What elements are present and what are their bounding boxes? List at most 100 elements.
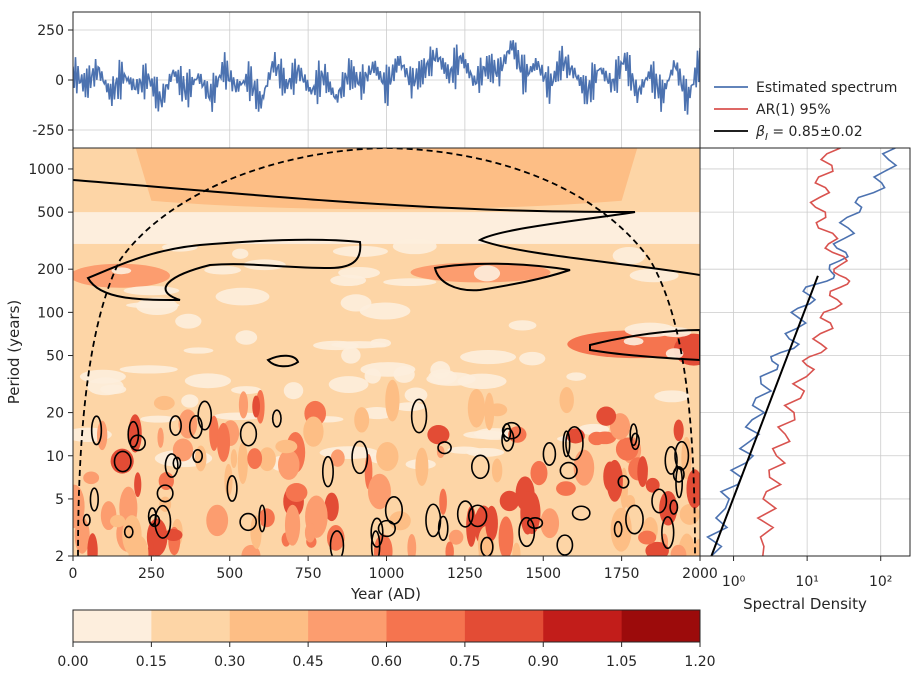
power-region (498, 516, 514, 556)
significance-contour (437, 515, 449, 542)
power-region (153, 395, 175, 411)
legend-label: AR(1) 95% (756, 102, 831, 118)
power-region (237, 441, 248, 485)
power-region (206, 504, 229, 537)
significance-contour (321, 455, 334, 488)
power-region (214, 412, 263, 421)
power-region (645, 477, 660, 493)
significance-contour (188, 414, 203, 439)
ytick-label: 50 (46, 349, 64, 365)
power-region (110, 514, 126, 528)
xtick-label: 750 (295, 566, 322, 582)
power-region (415, 447, 429, 487)
power-region (232, 248, 249, 259)
significance-contour (147, 507, 157, 526)
power-region (247, 448, 263, 470)
power-region (283, 382, 304, 400)
power-region (87, 533, 98, 556)
power-region (638, 530, 657, 545)
significance-contour (518, 516, 536, 548)
significance-contour (329, 530, 345, 556)
wavelet-panel: 0 250 500 750 1000 1250 1500 1750 2000 100050020… (5, 147, 718, 603)
wavelet-xticks: 0 250 500 750 1000 1250 1500 1750 2000 (69, 556, 718, 582)
power-region (530, 460, 548, 486)
timeseries-line (73, 40, 700, 115)
significance-contour-800 (266, 354, 300, 368)
power-region (376, 441, 399, 471)
significance-contour (113, 450, 132, 473)
significance-contour (674, 440, 690, 471)
significance-contour (562, 430, 571, 458)
significance-contour (164, 453, 179, 478)
power-region (520, 491, 535, 535)
power-region (181, 394, 199, 408)
power-region (341, 347, 361, 364)
significance-contour-long (73, 179, 700, 276)
power-region (512, 542, 521, 556)
power-region (606, 459, 623, 502)
power-region (473, 265, 501, 282)
power-region (460, 349, 517, 365)
power-region (230, 449, 238, 468)
power-region (596, 406, 617, 426)
power-region (128, 414, 142, 453)
power-region (508, 320, 537, 331)
significance-contour (351, 440, 369, 475)
power-region (373, 534, 393, 556)
power-region (258, 508, 275, 528)
significance-contour (480, 536, 494, 556)
power-region (338, 266, 380, 279)
xtick-label: 250 (138, 566, 165, 582)
power-region (172, 438, 194, 462)
power-region (629, 268, 679, 283)
power-region (430, 361, 451, 380)
legend-label: Estimated spectrum (756, 80, 897, 96)
power-region (184, 373, 231, 389)
power-region (354, 407, 370, 433)
xtick-label: 0 (69, 566, 78, 582)
colorbar-tick-label: 1.20 (684, 654, 715, 670)
power-region (385, 379, 400, 422)
power-region (96, 420, 108, 451)
power-region (623, 337, 644, 346)
significance-contour (565, 426, 584, 461)
power-region (463, 430, 509, 439)
significance-contour (258, 504, 267, 533)
power-region (136, 297, 178, 316)
significance-contour (542, 442, 557, 466)
power-region (665, 348, 684, 359)
power-region (670, 544, 687, 556)
colorbar-tick-label: 0.90 (528, 654, 559, 670)
power-region (235, 330, 258, 345)
xtick-label: 500 (216, 566, 243, 582)
significance-contour (156, 484, 174, 503)
power-region (238, 391, 249, 419)
colorbar: 0.00 0.15 0.30 0.45 0.60 0.75 0.90 1.05 1.20 (57, 609, 716, 670)
significance-contour (90, 415, 103, 446)
power-region (328, 376, 369, 393)
power-region (258, 447, 276, 472)
ytick-label: 500 (37, 205, 64, 221)
power-region (215, 287, 270, 306)
power-region (360, 362, 416, 377)
significance-contour (456, 500, 474, 528)
xtick-label: 1000 (369, 566, 405, 582)
xtick-label: 10¹ (795, 574, 818, 590)
timeseries-yticks: 250 0 -250 (32, 23, 73, 139)
spectrum-lines (706, 148, 898, 556)
significance-contour (89, 487, 99, 512)
significance-contour (625, 504, 644, 535)
power-region (566, 372, 587, 381)
power-region (111, 267, 132, 275)
significance-contour (127, 420, 140, 448)
ytick-label: 5 (55, 492, 64, 508)
significance-contour (502, 423, 512, 442)
power-region (285, 483, 308, 502)
significance-contour (669, 499, 679, 515)
legend: Estimated spectrum AR(1) 95% βI = 0.85±0.0… (714, 80, 897, 143)
power-region (612, 247, 646, 265)
power-region (204, 265, 241, 275)
colorbar-tick-label: 0.45 (293, 654, 324, 670)
colorbar-cell (386, 610, 466, 642)
significance-contour (651, 488, 668, 514)
